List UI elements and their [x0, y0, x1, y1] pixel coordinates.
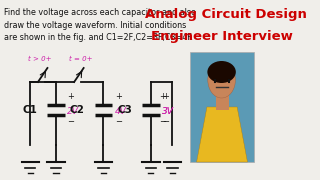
Text: +: +	[67, 92, 74, 101]
Text: −: −	[159, 117, 166, 126]
Text: Analog Circuit Design: Analog Circuit Design	[145, 8, 307, 21]
Text: C1: C1	[22, 105, 37, 115]
Ellipse shape	[208, 62, 236, 98]
Text: C3: C3	[117, 105, 132, 115]
Text: +: +	[159, 92, 166, 101]
Text: Engineer Interview: Engineer Interview	[151, 30, 293, 43]
Polygon shape	[196, 107, 247, 162]
Text: 4V: 4V	[115, 107, 126, 116]
Bar	[216, 94, 228, 110]
Text: 3V: 3V	[162, 107, 174, 116]
Text: −: −	[162, 117, 169, 126]
Ellipse shape	[207, 61, 236, 83]
Text: Find the voltage across each capacitor and also
draw the voltage waveform. Initi: Find the voltage across each capacitor a…	[4, 8, 196, 42]
Text: −: −	[115, 117, 122, 126]
Text: +: +	[115, 92, 122, 101]
Text: C2: C2	[70, 105, 84, 115]
Text: t = 0+: t = 0+	[69, 56, 93, 62]
Text: t > 0+: t > 0+	[28, 56, 52, 62]
Text: −: −	[67, 117, 74, 126]
Bar	[190, 52, 254, 162]
Text: +: +	[162, 92, 169, 101]
Text: 2V: 2V	[67, 107, 79, 116]
Text: 3V: 3V	[162, 107, 174, 116]
